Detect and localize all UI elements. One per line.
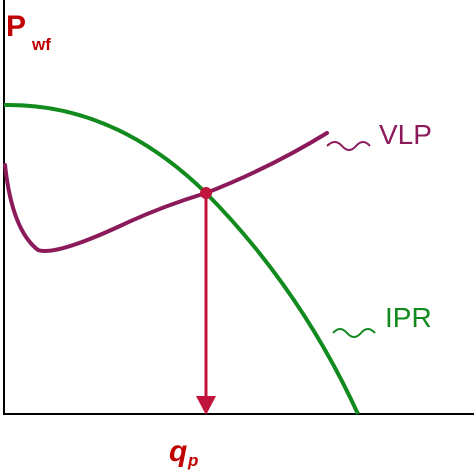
x-axis-label-subscript: p xyxy=(188,451,199,470)
operating-point xyxy=(200,187,212,199)
vlp-curve-label: VLP xyxy=(379,119,432,150)
ipr-curve-label: IPR xyxy=(385,302,432,333)
y-axis-label: P xyxy=(6,10,27,43)
ipr-curve xyxy=(3,102,360,415)
production-rate-arrowhead xyxy=(196,396,216,415)
x-axis-label: q xyxy=(169,435,188,468)
vlp-curve xyxy=(3,131,329,253)
y-axis-label-subscript: wf xyxy=(32,35,51,54)
vlp-label-connector xyxy=(326,141,371,151)
ipr-label-connector xyxy=(332,328,376,338)
